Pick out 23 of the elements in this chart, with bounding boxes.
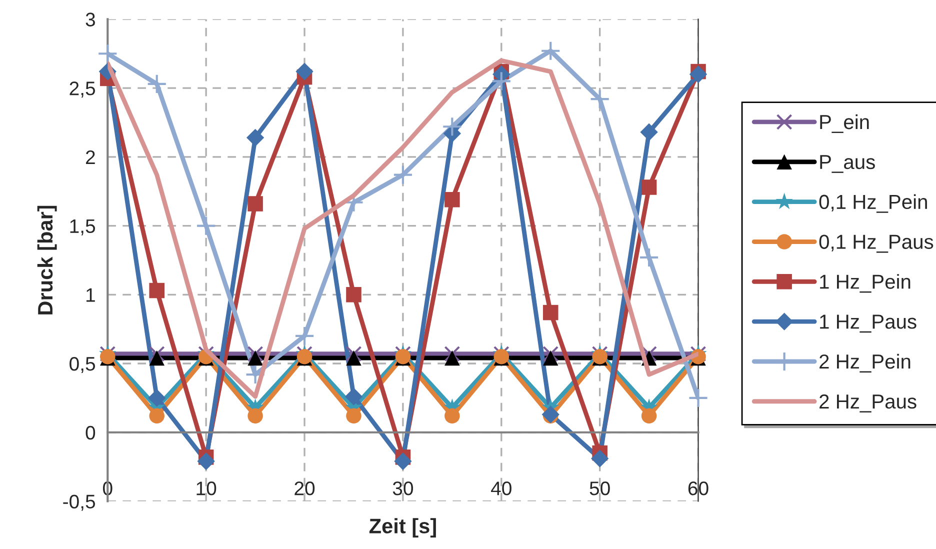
legend-label: 2 Hz_Pein	[820, 354, 910, 373]
y-tick-label: 2	[86, 150, 95, 164]
x-tick-label: 30	[392, 482, 414, 496]
y-tick-label: 1,5	[70, 219, 96, 236]
legend-label: 2 Hz_Paus	[820, 394, 916, 412]
y-tick-label: 3	[86, 12, 95, 26]
legend-label: 1 Hz_Paus	[820, 314, 916, 333]
legend-label: 1 Hz_Pein	[820, 274, 910, 293]
legend-label: P_aus	[820, 155, 875, 173]
y-tick-label: 0	[86, 426, 96, 440]
x-tick-label: 20	[294, 482, 315, 496]
x-tick-label: 50	[590, 482, 610, 496]
x-tick-label: 10	[196, 482, 216, 496]
legend-label: 0,1 Hz_Pein	[819, 194, 927, 213]
y-tick-label: 0,5	[70, 356, 96, 374]
y-tick-label: 2,5	[70, 82, 96, 98]
legend-label: P_ein	[820, 114, 869, 134]
legend-label: 0,1 Hz_Paus	[819, 234, 934, 253]
x-tick-label: 40	[491, 482, 512, 496]
x-axis-title: Zeit [s]	[369, 518, 436, 538]
y-axis-title: Druck [bar]	[37, 206, 57, 314]
y-tick-label: -0,5	[63, 494, 96, 511]
y-tick-label: 1	[86, 288, 95, 302]
